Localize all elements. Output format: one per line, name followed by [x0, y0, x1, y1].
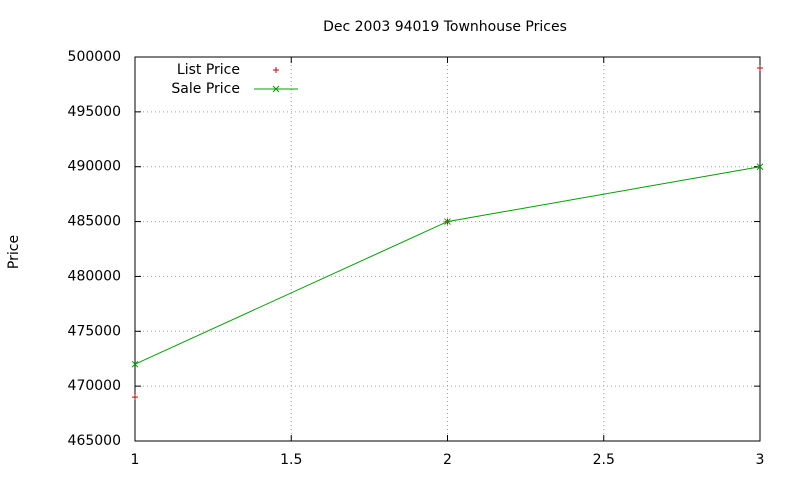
legend-marker	[273, 67, 279, 73]
y-tick-label: 495000	[68, 104, 121, 120]
data-point	[444, 218, 451, 225]
x-tick-label: 1	[131, 452, 140, 468]
y-tick-label: 490000	[68, 159, 121, 175]
x-tick-label: 2.5	[593, 452, 615, 468]
x-tick-label: 3	[756, 452, 765, 468]
y-tick-label: 480000	[68, 268, 121, 284]
x-tick-label: 2	[443, 452, 452, 468]
legend-marker	[272, 85, 280, 93]
data-point	[131, 360, 139, 368]
y-tick-label: 485000	[68, 214, 121, 230]
y-tick-label: 465000	[68, 433, 121, 449]
legend-label: Sale Price	[171, 81, 240, 97]
x-tick-label: 1.5	[280, 452, 302, 468]
chart-title: Dec 2003 94019 Townhouse Prices	[323, 19, 567, 35]
y-tick-label: 500000	[68, 49, 121, 65]
legend-label: List Price	[177, 62, 240, 78]
y-axis-label: Price	[6, 235, 22, 269]
y-tick-label: 475000	[68, 323, 121, 339]
plot-frame	[134, 56, 761, 442]
y-tick-label: 470000	[68, 378, 121, 394]
data-point	[132, 394, 138, 401]
data-point	[757, 64, 763, 71]
data-point	[756, 163, 764, 171]
